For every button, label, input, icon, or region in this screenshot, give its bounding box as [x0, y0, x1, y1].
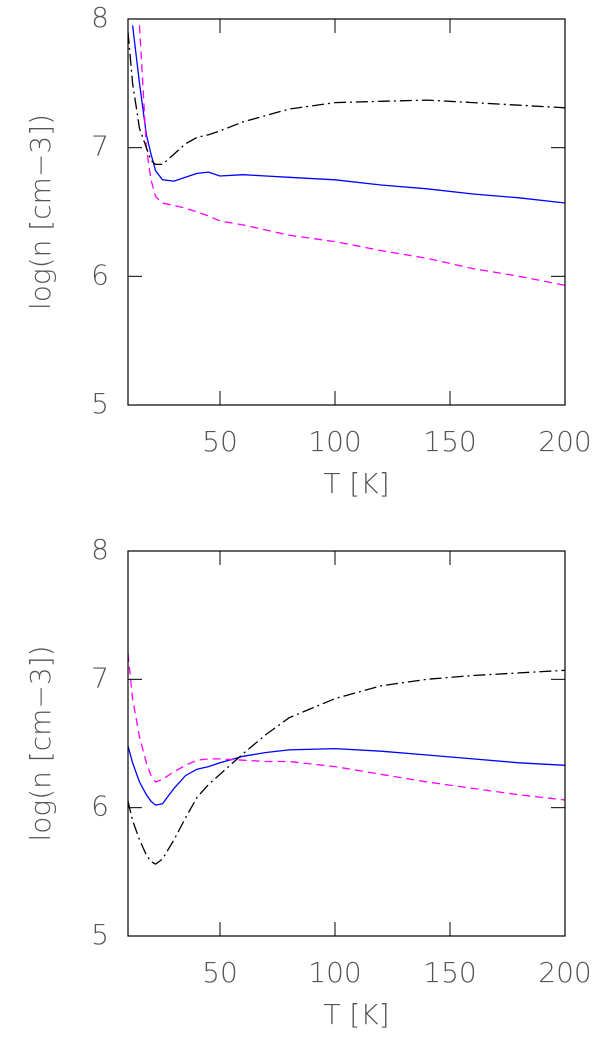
- plot-frame: [127, 550, 566, 937]
- x-tick-label: 100: [308, 425, 361, 458]
- data-line: [131, 25, 565, 204]
- x-tick-label: 200: [538, 956, 591, 989]
- y-axis-label: log(n [cm−3]): [24, 646, 57, 842]
- data-line: [128, 653, 565, 801]
- y-tick-label: 7: [91, 661, 109, 694]
- y-tick-label: 5: [91, 918, 109, 951]
- x-axis-label: T [K]: [323, 998, 389, 1031]
- x-tick-label: 150: [423, 425, 476, 458]
- data-line: [128, 31, 565, 166]
- y-tick-label: 5: [91, 387, 109, 420]
- plot-frame: [127, 18, 566, 406]
- y-tick-label: 8: [91, 1, 109, 34]
- x-tick-label: 50: [202, 956, 238, 989]
- y-tick-label: 6: [91, 790, 109, 823]
- data-line: [138, 25, 565, 286]
- data-line: [128, 669, 565, 865]
- x-tick-label: 50: [202, 425, 238, 458]
- x-tick-label: 200: [538, 425, 591, 458]
- x-axis-label: T [K]: [323, 467, 389, 500]
- y-tick-label: 8: [91, 533, 109, 566]
- data-line: [128, 745, 565, 806]
- y-tick-label: 7: [91, 130, 109, 163]
- y-tick-label: 6: [91, 258, 109, 291]
- x-tick-label: 100: [308, 956, 361, 989]
- y-axis-label: log(n [cm−3]): [24, 114, 57, 310]
- x-tick-label: 150: [423, 956, 476, 989]
